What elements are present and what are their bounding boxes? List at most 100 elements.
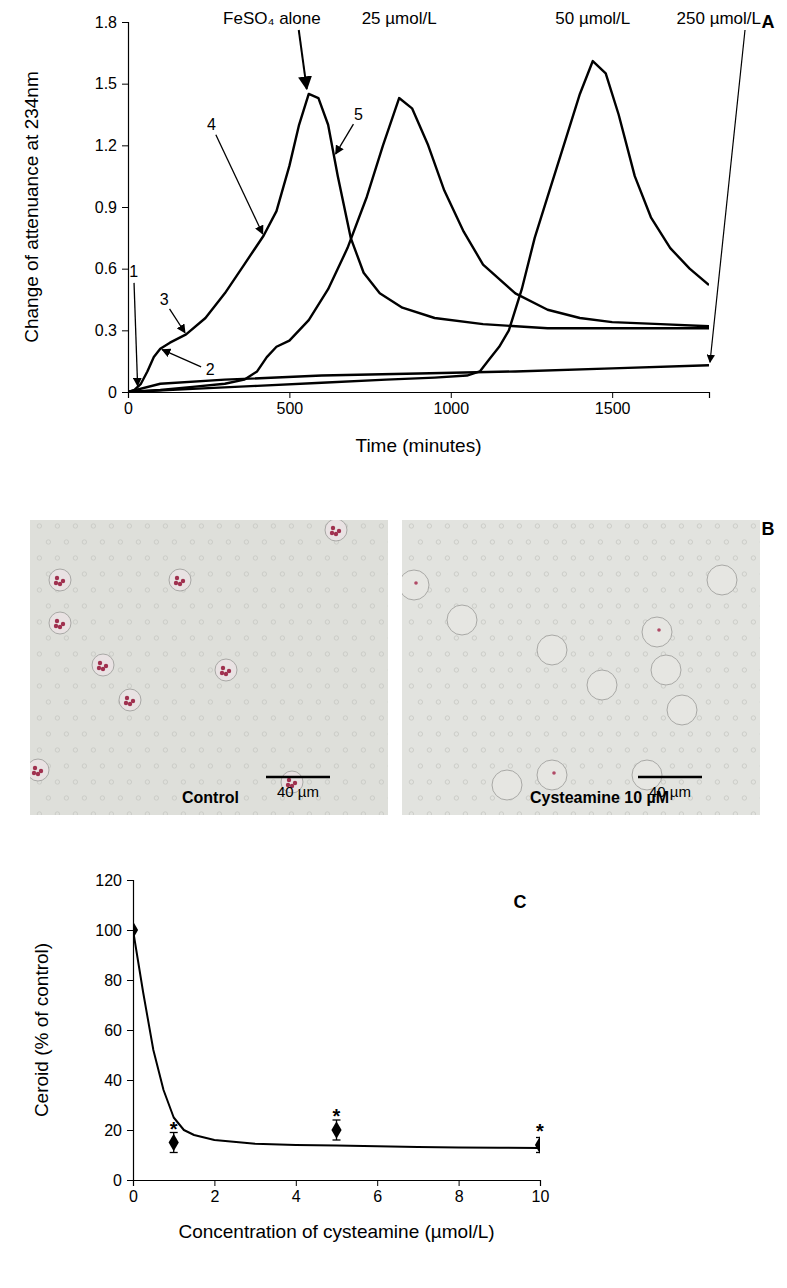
x-axis-title: Time (minutes) xyxy=(356,435,482,456)
ceroid-stain xyxy=(178,582,182,586)
texture-dot xyxy=(64,796,68,800)
texture-dot xyxy=(46,732,50,736)
texture-dot xyxy=(217,620,221,624)
texture-dot xyxy=(544,572,548,576)
cell xyxy=(587,670,617,700)
texture-dot xyxy=(343,556,347,560)
scale-bar xyxy=(266,776,330,779)
texture-dot xyxy=(427,652,431,656)
texture-dot xyxy=(562,572,566,576)
texture-dot xyxy=(136,572,140,576)
texture-dot xyxy=(742,668,746,672)
series-label: FeSO₄ alone xyxy=(223,9,321,28)
texture-dot xyxy=(217,588,221,592)
texture-dot xyxy=(244,732,248,736)
texture-dot xyxy=(436,764,440,768)
texture-dot xyxy=(262,796,266,800)
texture-dot xyxy=(154,764,158,768)
texture-dot xyxy=(526,732,530,736)
labels: FeSO₄ alone25 µmol/L50 µmol/L250 µmol/L1… xyxy=(129,9,761,386)
texture-dot xyxy=(181,556,185,560)
cell xyxy=(92,654,114,676)
texture-dot xyxy=(544,540,548,544)
texture-dot xyxy=(109,620,113,624)
texture-dot xyxy=(226,636,230,640)
label-arrow xyxy=(299,30,307,89)
texture-dot xyxy=(634,636,638,640)
texture-dot xyxy=(91,684,95,688)
tick-mark xyxy=(214,1180,215,1186)
texture-dot xyxy=(472,572,476,576)
texture-dot xyxy=(454,732,458,736)
texture-dot xyxy=(436,732,440,736)
texture-dot xyxy=(136,604,140,608)
texture-dot xyxy=(499,524,503,528)
tick-label: 20 xyxy=(104,1122,122,1139)
texture-dot xyxy=(271,684,275,688)
texture-dot xyxy=(544,700,548,704)
texture-dot xyxy=(517,748,521,752)
texture-dot xyxy=(742,572,746,576)
tick-mark xyxy=(289,392,290,398)
tick: 500 xyxy=(277,392,304,417)
texture-dot xyxy=(73,780,77,784)
texture-dot xyxy=(163,652,167,656)
texture-dot xyxy=(235,524,239,528)
texture-dot xyxy=(607,620,611,624)
tick: 8 xyxy=(455,1180,464,1205)
texture-dot xyxy=(535,748,539,752)
texture-dot xyxy=(325,588,329,592)
texture-dot xyxy=(607,652,611,656)
texture-dot xyxy=(316,636,320,640)
ceroid-stain xyxy=(33,766,37,770)
cell xyxy=(642,617,672,647)
texture-dot xyxy=(409,556,413,560)
ceroid-stain xyxy=(36,772,40,776)
texture-dot xyxy=(670,732,674,736)
panel-1: Control40 µmCysteamine 10 µM40 µmB xyxy=(27,519,775,816)
tick: 0 xyxy=(108,384,128,401)
texture-dot xyxy=(598,540,602,544)
texture-dot xyxy=(445,524,449,528)
tick: 10 xyxy=(532,1180,550,1205)
texture-dot xyxy=(607,812,611,815)
texture-dot xyxy=(472,604,476,608)
texture-dot xyxy=(370,796,374,800)
texture-dot xyxy=(679,524,683,528)
panel-label: A xyxy=(762,12,775,32)
texture-dot xyxy=(481,748,485,752)
ceroid-stain xyxy=(101,667,105,671)
texture-dot xyxy=(418,668,422,672)
texture-dot xyxy=(37,620,41,624)
texture-dot xyxy=(217,716,221,720)
texture-dot xyxy=(379,748,383,752)
texture-dot xyxy=(571,716,575,720)
texture-dot xyxy=(715,524,719,528)
texture-dot xyxy=(553,556,557,560)
annotation-arrow xyxy=(216,135,263,234)
cell xyxy=(119,689,141,711)
texture-dot xyxy=(409,748,413,752)
texture-dot xyxy=(190,572,194,576)
texture-dot xyxy=(643,716,647,720)
texture-dot xyxy=(379,524,383,528)
texture-dot xyxy=(235,780,239,784)
texture-dot xyxy=(508,540,512,544)
texture-dot xyxy=(316,764,320,768)
texture-dot xyxy=(589,780,593,784)
texture-dot xyxy=(724,796,728,800)
texture-dot xyxy=(499,748,503,752)
texture-dot xyxy=(46,540,50,544)
texture-dot xyxy=(154,540,158,544)
ceroid-stain xyxy=(125,696,129,700)
texture-dot xyxy=(571,652,575,656)
texture-dot xyxy=(280,572,284,576)
texture-dot xyxy=(643,812,647,815)
texture-dot xyxy=(463,748,467,752)
ceroid-stain xyxy=(54,624,58,628)
texture-dot xyxy=(679,684,683,688)
texture-dot xyxy=(217,812,221,815)
texture-dot xyxy=(163,748,167,752)
texture-dot xyxy=(361,812,365,815)
texture-dot xyxy=(679,620,683,624)
